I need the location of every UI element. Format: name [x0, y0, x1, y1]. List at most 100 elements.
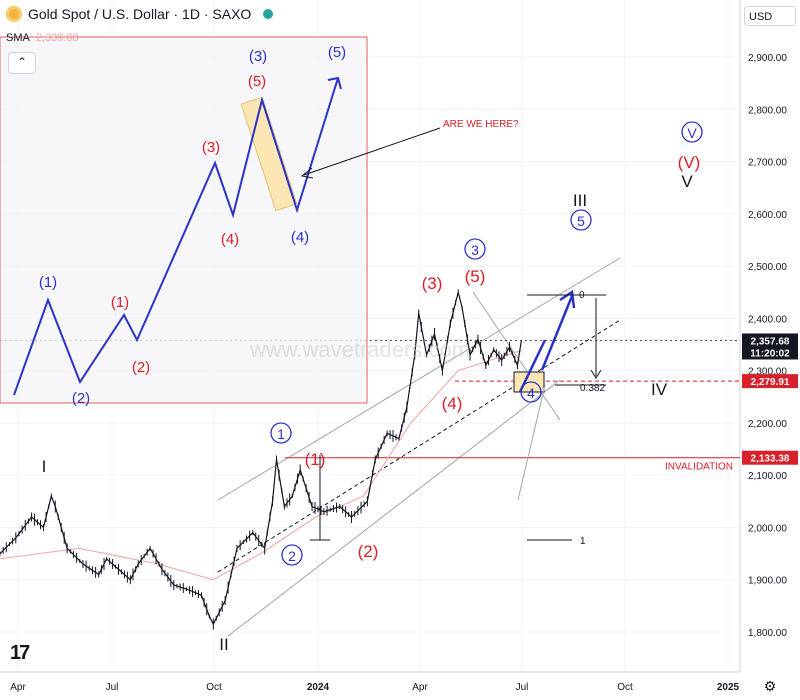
wave-label: (1): [305, 450, 326, 469]
gold-icon: [6, 6, 22, 22]
sma-polyline: [0, 349, 522, 581]
wave-label-circle: [681, 121, 703, 143]
wave-label-circle: [464, 238, 486, 260]
inset-box: [0, 36, 368, 404]
callout-arrowhead: [300, 167, 314, 179]
invalidation-label: INVALIDATION: [665, 462, 733, 473]
inset-wave-label: (3): [249, 48, 267, 65]
wave-label: (5): [465, 267, 486, 286]
fib-arrowhead: [590, 369, 602, 379]
y-tick-label: 1,900.00: [748, 576, 787, 587]
gear-icon[interactable]: ⚙: [763, 678, 777, 694]
fib-label: 0: [579, 290, 585, 301]
wave-label: I: [42, 457, 47, 476]
inset-wave-label: (5): [248, 73, 266, 90]
wave-label: (3): [422, 274, 443, 293]
are-we-here-label: ARE WE HERE?: [443, 119, 519, 130]
x-tick-label: Oct: [617, 682, 633, 693]
chart-title-bar: Gold Spot / U.S. Dollar · 1D · SAXO: [6, 6, 274, 22]
sma-value: 2,339.08: [35, 32, 79, 44]
currency-selector[interactable]: USD: [744, 6, 796, 26]
projection-arrow-shaft: [540, 295, 574, 371]
wave-label: IV: [651, 380, 668, 399]
x-tick-label: Jul: [106, 682, 119, 693]
wave-label-circle: [520, 381, 542, 403]
wave-label: II: [219, 635, 228, 654]
wave-label: V: [681, 172, 693, 191]
channel-upper: [217, 257, 621, 501]
y-tick-label: 2,400.00: [748, 314, 787, 325]
wave-label: (2): [358, 542, 379, 561]
projection-arrowhead: [559, 289, 576, 309]
wave-label-circle: [281, 544, 303, 566]
wave-label-circle: [270, 422, 292, 444]
watermark: www.wavetraders.com: [249, 337, 470, 362]
x-tick-label: 2025: [717, 682, 740, 693]
sma-label: SMA: [6, 32, 30, 44]
invalidation-tag-bg: [742, 450, 798, 465]
inset-wave-diagram: ARE WE HERE? (1) (2) (1) (2) (3) (4) (5) (3) (4) (…: [0, 36, 519, 407]
collapse-legend-button[interactable]: ⌃: [8, 52, 36, 74]
x-tick-label: Oct: [206, 682, 222, 693]
y-tick-label: 2,600.00: [748, 210, 787, 221]
y-tick-label: 1,800.00: [748, 628, 787, 639]
inset-wave-label: (3): [202, 139, 220, 156]
y-tick-label: 2,100.00: [748, 471, 787, 482]
wave-label: 5: [577, 213, 585, 229]
wave-label: V: [687, 125, 697, 141]
level-red-tag-text: 2,279.91: [751, 377, 790, 388]
y-tick-label: 2,300.00: [748, 367, 787, 378]
tradingview-logo-icon: 17: [10, 642, 30, 664]
market-status-icon: [263, 9, 274, 19]
inset-wave-label: (2): [72, 390, 90, 407]
wave-label-circle: [570, 209, 592, 231]
wave-label: 1: [277, 426, 285, 442]
wave-label: 3: [471, 242, 479, 258]
wave-label: 2: [288, 548, 296, 564]
inset-wave-label: (4): [291, 229, 309, 246]
inset-wave-label: (4): [221, 231, 239, 248]
sma-line: [0, 349, 522, 581]
current-price-tag-text: 2,357.68: [751, 336, 790, 347]
channel-middle: [217, 319, 621, 573]
y-tick-label: 2,800.00: [748, 105, 787, 116]
projection-line: [518, 339, 547, 393]
trend-channel: [217, 257, 621, 637]
y-tick-label: 2,700.00: [748, 158, 787, 169]
price-levels: INVALIDATION: [0, 340, 740, 473]
fib-diagonal: [517, 384, 546, 501]
wave-label: 4: [527, 385, 535, 401]
inset-wave-label: (1): [111, 294, 129, 311]
wave-label: (4): [442, 394, 463, 413]
inset-wave-path: [13, 77, 339, 396]
wave-labels: IIIIIIIVV12345V(V)(1)(2)(3)(4)(5)www.wav…: [42, 121, 703, 654]
price-series: [0, 289, 522, 630]
inset-arrowhead: [327, 76, 342, 90]
level-red-tag-bg: [742, 374, 798, 389]
inset-wave-label: (1): [39, 274, 57, 291]
x-tick-label: Apr: [412, 682, 428, 693]
wedge-line: [472, 291, 561, 421]
inset-wave-label: (2): [132, 359, 150, 376]
inset-wave-label: (5): [328, 44, 346, 61]
current-price-tag-bg: [742, 333, 798, 360]
y-tick-label: 2,500.00: [748, 262, 787, 273]
chevron-up-icon: ⌃: [16, 55, 28, 69]
price-polyline: [0, 292, 522, 626]
channel-lower: [227, 379, 561, 637]
y-tick-label: 2,000.00: [748, 523, 787, 534]
x-tick-label: 2024: [307, 682, 330, 693]
fib-label: 1: [580, 536, 586, 547]
fib-levels: 0 0.382 1: [310, 290, 606, 547]
wave-label: III: [573, 191, 587, 210]
x-tick-label: Jul: [516, 682, 529, 693]
wave-label: (V): [678, 153, 701, 172]
y-tick-label: 2,900.00: [748, 53, 787, 64]
callout-line: [303, 127, 441, 176]
axes: 2,900.00 2,800.00 2,700.00 2,600.00 2,500.00…: [0, 0, 787, 693]
y-tick-label: 2,200.00: [748, 419, 787, 430]
invalidation-tag-text: 2,133.38: [751, 454, 790, 465]
fib-label: 0.382: [580, 383, 605, 394]
